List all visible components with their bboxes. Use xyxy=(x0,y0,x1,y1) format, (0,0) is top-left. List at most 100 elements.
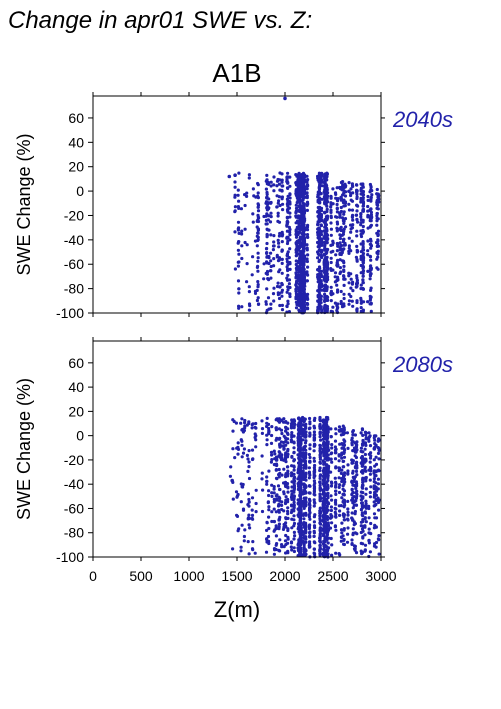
data-point xyxy=(306,307,310,311)
data-point xyxy=(359,215,363,219)
data-point xyxy=(265,241,269,246)
data-point xyxy=(277,518,281,522)
data-point xyxy=(262,262,266,266)
data-point xyxy=(312,529,316,533)
data-point xyxy=(288,294,292,299)
data-point xyxy=(349,230,353,234)
data-point xyxy=(377,469,381,473)
data-point xyxy=(301,268,305,272)
data-point xyxy=(322,440,326,444)
scenario-title: A1B xyxy=(212,58,261,88)
x-tick-label: 0 xyxy=(89,568,97,584)
data-point xyxy=(355,308,359,312)
data-point xyxy=(233,230,237,234)
data-point xyxy=(355,209,359,213)
data-point xyxy=(302,223,306,227)
data-point xyxy=(335,241,339,246)
data-point xyxy=(320,197,324,201)
data-point xyxy=(283,539,288,543)
data-point xyxy=(372,544,377,548)
data-point xyxy=(374,474,378,478)
data-point xyxy=(236,220,241,224)
data-point xyxy=(330,498,334,502)
data-point xyxy=(318,416,322,420)
data-point xyxy=(307,497,312,501)
data-point xyxy=(366,239,370,243)
data-point xyxy=(285,216,289,220)
data-point xyxy=(361,535,365,539)
data-point xyxy=(288,233,292,237)
data-point xyxy=(369,210,373,214)
data-point xyxy=(272,286,276,290)
data-point xyxy=(305,257,309,261)
data-point xyxy=(305,243,309,247)
data-point xyxy=(330,451,334,455)
data-point xyxy=(326,508,330,512)
y-tick-label: 0 xyxy=(76,428,84,444)
data-point xyxy=(272,449,276,453)
data-point xyxy=(351,429,355,433)
data-point xyxy=(363,465,367,469)
y-tick-label: 0 xyxy=(76,183,84,199)
data-point xyxy=(361,231,365,235)
data-point xyxy=(342,459,346,463)
data-point xyxy=(364,475,368,480)
data-point xyxy=(312,551,316,555)
data-point xyxy=(342,264,346,268)
data-point xyxy=(256,280,260,284)
data-point xyxy=(325,209,329,214)
data-point xyxy=(276,238,280,242)
data-point xyxy=(361,248,366,252)
data-point xyxy=(272,244,276,248)
data-point xyxy=(269,460,273,464)
scatter-points xyxy=(227,96,381,315)
data-point xyxy=(245,243,249,247)
data-point xyxy=(326,541,330,545)
data-point xyxy=(319,218,323,222)
data-point xyxy=(256,285,260,289)
data-point xyxy=(299,542,303,546)
data-point xyxy=(342,283,346,287)
data-point xyxy=(334,489,338,493)
data-point xyxy=(275,184,279,188)
data-point xyxy=(292,537,296,541)
data-point xyxy=(243,203,247,208)
data-point xyxy=(364,443,368,447)
data-point xyxy=(256,181,260,186)
data-point xyxy=(297,246,302,250)
data-point xyxy=(260,431,264,435)
data-point xyxy=(285,197,289,201)
data-point xyxy=(268,269,273,273)
data-point xyxy=(359,296,363,300)
data-point xyxy=(312,456,316,460)
data-point xyxy=(250,508,254,512)
data-point xyxy=(339,197,343,201)
data-point xyxy=(351,440,355,444)
data-point xyxy=(253,551,257,555)
data-point xyxy=(292,446,296,450)
data-point xyxy=(271,248,275,252)
data-point xyxy=(366,198,370,202)
data-point xyxy=(360,464,364,468)
data-point xyxy=(347,302,351,306)
data-point xyxy=(294,230,298,234)
data-point xyxy=(280,444,284,448)
figure-title: Change in apr01 SWE vs. Z: xyxy=(8,7,312,34)
data-point xyxy=(346,472,350,476)
data-point xyxy=(298,483,302,487)
data-point xyxy=(376,477,380,481)
data-point xyxy=(298,478,303,482)
data-point xyxy=(267,469,271,473)
data-point xyxy=(355,276,359,280)
data-point xyxy=(329,205,333,209)
data-point xyxy=(305,228,310,232)
data-point xyxy=(335,210,339,214)
data-point xyxy=(318,419,322,423)
data-point xyxy=(368,465,373,470)
data-point xyxy=(340,456,344,460)
data-point xyxy=(333,510,337,514)
data-point xyxy=(233,205,237,209)
data-point xyxy=(256,264,260,268)
data-point xyxy=(304,472,308,476)
data-point xyxy=(240,439,244,443)
